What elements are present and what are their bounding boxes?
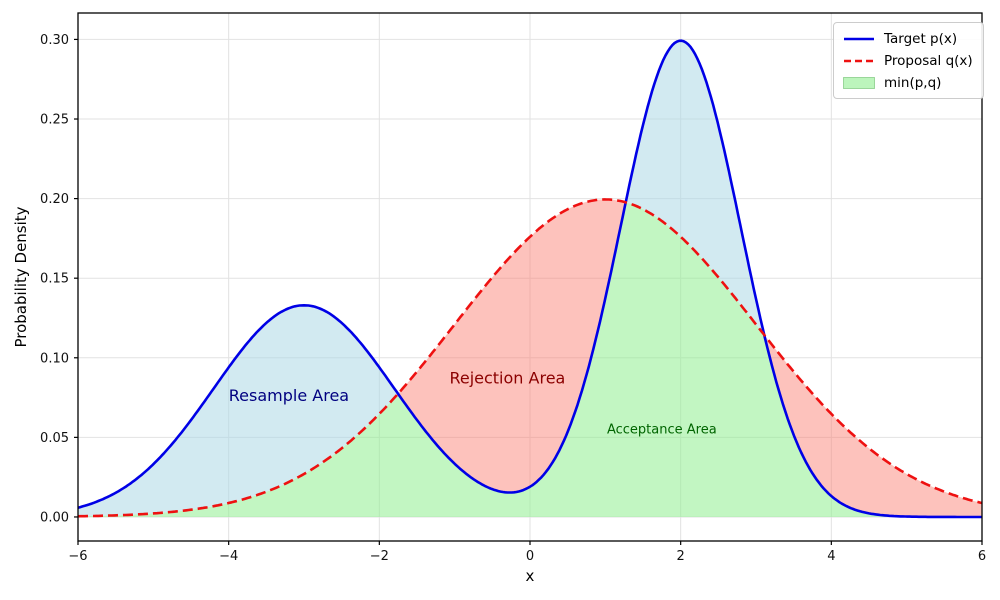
legend-label: min(p,q) bbox=[884, 74, 942, 91]
target-curve bbox=[77, 39, 982, 519]
y-tick-label: 0.20 bbox=[40, 192, 69, 207]
proposal-curve bbox=[77, 198, 983, 518]
x-axis-label: x bbox=[525, 567, 535, 585]
acceptance-area-label: Acceptance Area bbox=[607, 422, 717, 437]
legend-swatch-line-icon bbox=[844, 37, 874, 40]
legend-swatch-patch-icon bbox=[843, 76, 875, 89]
x-tick-label: −6 bbox=[68, 549, 87, 564]
axis-ticks: −6 −4 −2 0 2 4 6 0.00 0.05 0.10 0.15 0.20 0.25 0.30 bbox=[40, 33, 986, 564]
acceptance-area-fill bbox=[78, 202, 982, 518]
legend-label: Target p(x) bbox=[884, 30, 958, 47]
x-tick-label: 6 bbox=[978, 549, 986, 564]
grid bbox=[77, 13, 983, 541]
legend-swatch-dashed-line-icon bbox=[844, 59, 874, 62]
y-tick-label: 0.10 bbox=[40, 351, 69, 366]
x-tick-label: 2 bbox=[677, 549, 685, 564]
y-tick-label: 0.25 bbox=[40, 113, 69, 128]
legend-entry-0: Target p(x) bbox=[843, 29, 974, 48]
resample-area-label: Resample Area bbox=[229, 386, 349, 405]
y-tick-label: 0.15 bbox=[40, 272, 69, 287]
y-axis-label: Probability Density bbox=[12, 206, 30, 348]
y-tick-label: 0.05 bbox=[40, 431, 69, 446]
legend-label: Proposal q(x) bbox=[884, 52, 973, 69]
legend-entry-1: Proposal q(x) bbox=[843, 51, 974, 70]
legend: Target p(x) Proposal q(x) min(p,q) bbox=[833, 22, 984, 99]
x-tick-label: 4 bbox=[827, 549, 835, 564]
rejection-area-fill bbox=[78, 199, 982, 517]
x-tick-label: −2 bbox=[370, 549, 389, 564]
y-tick-label: 0.30 bbox=[40, 33, 69, 48]
x-tick-label: 0 bbox=[526, 549, 534, 564]
x-tick-label: −4 bbox=[219, 549, 238, 564]
legend-entry-2: min(p,q) bbox=[843, 73, 974, 92]
rejection-area-label: Rejection Area bbox=[449, 368, 565, 387]
y-tick-label: 0.00 bbox=[40, 510, 69, 525]
resample-area-fill bbox=[78, 40, 982, 517]
